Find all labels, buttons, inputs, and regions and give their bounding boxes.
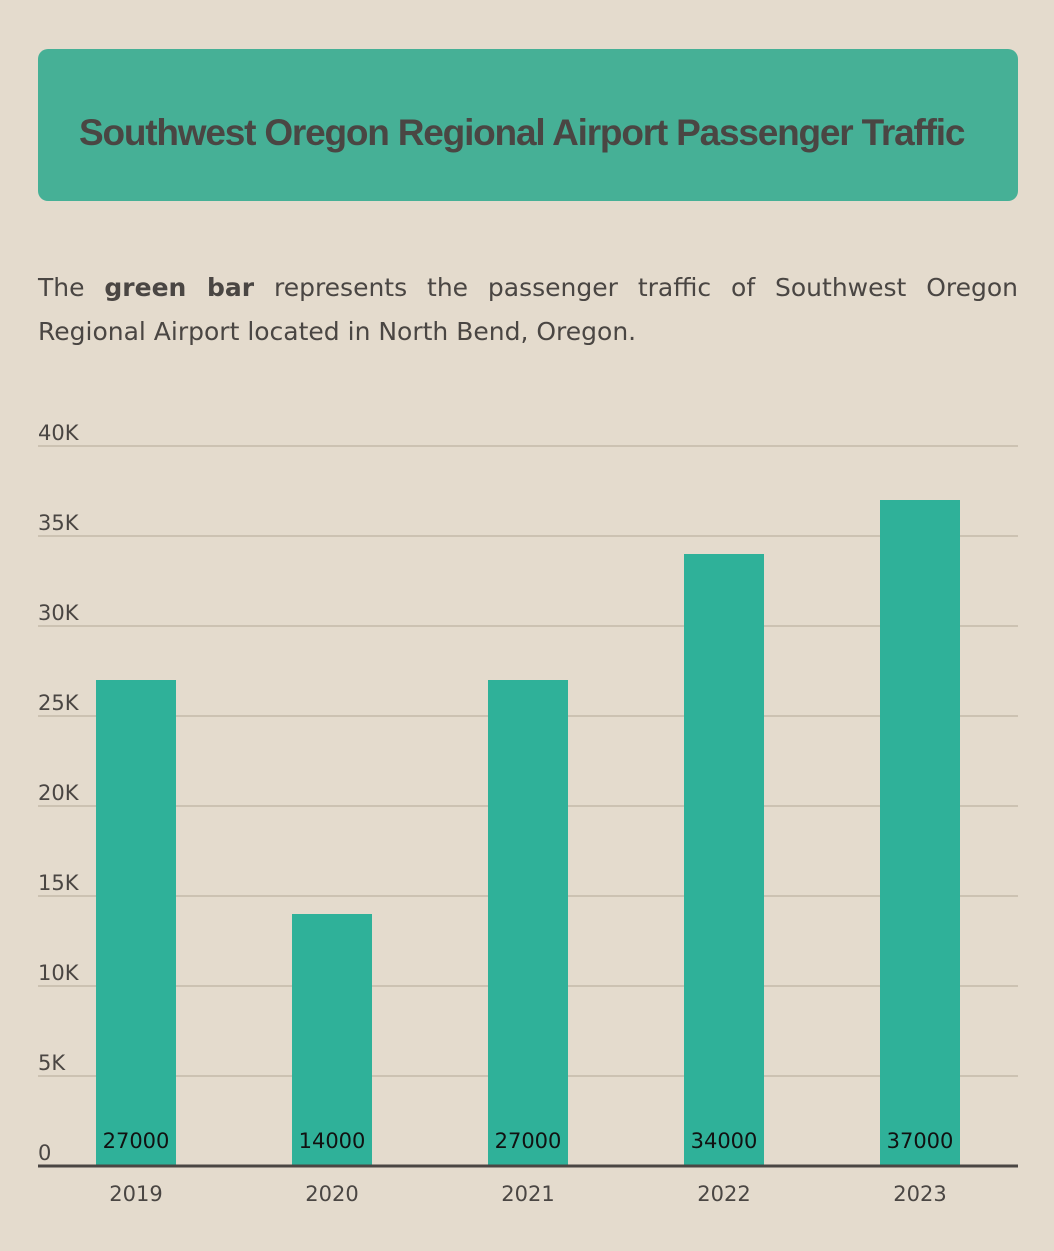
bar-data-label: 14000 [299,1129,366,1153]
bar-data-label: 27000 [103,1129,170,1153]
y-tick-label: 15K [38,871,80,895]
x-tick-label: 2022 [697,1182,750,1206]
description-prefix: The [38,273,105,302]
y-tick-label: 0 [38,1141,51,1165]
bar [684,554,764,1166]
page-title: Southwest Oregon Regional Airport Passen… [79,112,965,153]
x-tick-label: 2019 [109,1182,162,1206]
y-tick-label: 25K [38,691,80,715]
x-tick-label: 2021 [501,1182,554,1206]
description-suffix: represents the passenger traffic of Sout… [38,273,1018,346]
description-emphasis: green bar [104,273,255,302]
bar-data-label: 27000 [495,1129,562,1153]
y-tick-label: 30K [38,601,80,625]
bar [292,914,372,1166]
x-tick-label: 2020 [305,1182,358,1206]
x-tick-label: 2023 [893,1182,946,1206]
title-banner: Southwest Oregon Regional Airport Passen… [38,49,1018,201]
y-tick-label: 5K [38,1051,66,1075]
bar [880,500,960,1166]
bar [96,680,176,1166]
chart-description: The green bar represents the passenger t… [38,266,1018,354]
y-tick-label: 10K [38,961,80,985]
bar-data-label: 34000 [691,1129,758,1153]
y-tick-label: 20K [38,781,80,805]
y-tick-label: 40K [38,421,80,445]
bar-data-label: 37000 [887,1129,954,1153]
bar [488,680,568,1166]
y-tick-label: 35K [38,511,80,535]
